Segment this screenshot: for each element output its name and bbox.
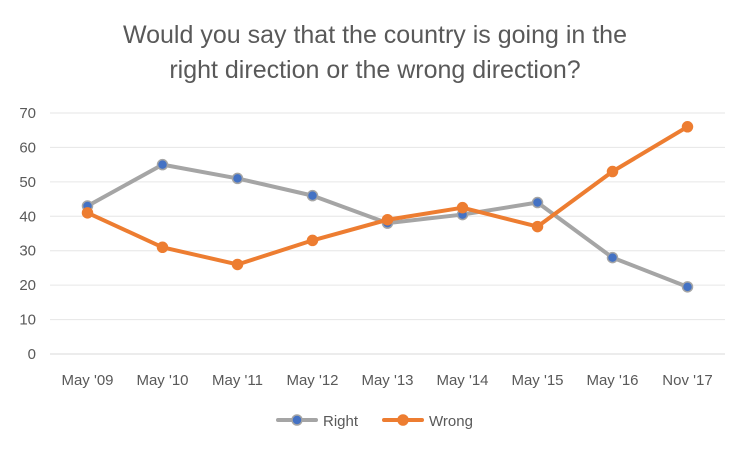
legend-item-right: Right <box>276 413 359 430</box>
legend-swatch-marker <box>291 414 303 426</box>
chart-title: Would you say that the country is going … <box>0 18 750 88</box>
data-point-wrong <box>456 201 469 214</box>
y-tick-label: 0 <box>28 346 36 363</box>
y-tick-label: 40 <box>19 208 36 225</box>
y-tick-label: 60 <box>19 139 36 156</box>
data-point-wrong <box>606 165 619 178</box>
legend-swatch-marker <box>397 414 409 426</box>
chart-title-line-2: right direction or the wrong direction? <box>169 56 581 84</box>
data-point-wrong <box>381 213 394 226</box>
gridlines <box>50 112 725 355</box>
x-tick-label: May '15 <box>511 372 563 389</box>
data-point-right <box>306 189 319 202</box>
x-tick-label: May '10 <box>136 372 188 389</box>
data-point-wrong <box>81 207 94 219</box>
data-point-wrong <box>681 121 694 133</box>
series-wrong <box>81 121 694 271</box>
x-tick-label: May '16 <box>586 372 638 389</box>
x-tick-label: May '13 <box>361 372 413 389</box>
series-lines <box>81 121 694 293</box>
data-point-right <box>531 196 544 209</box>
chart-title-line-1: Would you say that the country is going … <box>122 21 627 49</box>
y-tick-label: 50 <box>19 174 36 191</box>
y-tick-label: 30 <box>19 243 36 260</box>
data-point-wrong <box>156 241 169 254</box>
data-point-right <box>606 251 619 264</box>
data-point-wrong <box>531 220 544 233</box>
y-tick-label: 20 <box>19 277 36 294</box>
x-tick-label: May '11 <box>212 372 263 389</box>
x-tick-label: May '09 <box>61 372 113 389</box>
x-tick-label: May '12 <box>286 372 338 389</box>
y-tick-label: 10 <box>19 312 36 329</box>
legend-item-wrong: Wrong <box>382 413 473 430</box>
data-point-wrong <box>306 234 319 247</box>
data-point-right <box>156 158 169 171</box>
data-point-right <box>231 172 244 185</box>
x-tick-label: Nov '17 <box>662 372 712 389</box>
x-tick-label: May '14 <box>436 372 488 389</box>
y-tick-label: 70 <box>19 105 36 122</box>
data-point-right <box>681 281 694 293</box>
data-point-wrong <box>231 258 244 271</box>
legend-label: Right <box>323 413 359 430</box>
y-axis-ticks: 0 10 20 30 40 50 60 70 <box>19 105 36 363</box>
legend-label: Wrong <box>429 413 473 430</box>
x-axis-ticks: May '09 May '10 May '11 May '12 May '13 May '… <box>61 372 712 389</box>
legend: Right Wrong <box>276 413 473 430</box>
